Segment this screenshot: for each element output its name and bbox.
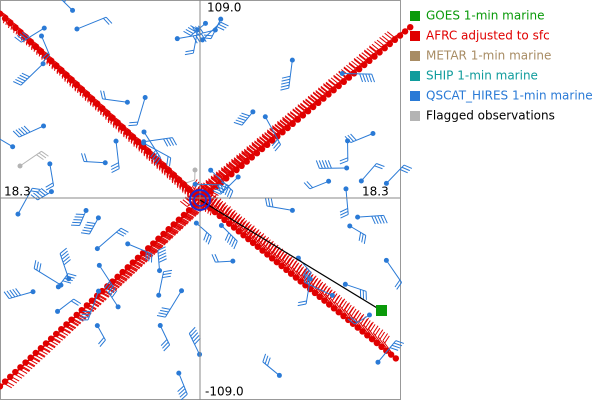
legend-swatch — [410, 91, 420, 101]
barb-dot — [193, 168, 198, 173]
barb-dot — [125, 241, 130, 246]
barb-feather — [307, 275, 308, 284]
barb-dot — [42, 26, 47, 31]
barb-dot — [10, 144, 15, 149]
barb-dot — [49, 189, 54, 194]
legend-label: SHIP 1-min marine — [426, 69, 538, 83]
barb-dot — [343, 282, 348, 287]
barb-dot — [103, 160, 108, 165]
legend-label: QSCAT_HIRES 1-min marine — [426, 89, 593, 103]
barb-dot — [156, 293, 161, 298]
barb-dot — [95, 246, 100, 251]
barb-dot — [407, 24, 413, 30]
barb-dot — [95, 323, 100, 328]
barb-dot — [213, 27, 218, 32]
barb-dot — [143, 95, 148, 100]
barb-dot — [41, 123, 46, 128]
barb-dot — [158, 323, 163, 328]
axis-label-bottom: -109.0 — [205, 385, 244, 399]
barb-dot — [230, 259, 235, 264]
legend-swatch — [410, 71, 420, 81]
axis-label-left: 18.3 — [4, 185, 31, 199]
barb-dot — [345, 138, 350, 143]
barb-dot — [393, 355, 399, 361]
barb-dot — [70, 8, 75, 13]
barb-dot — [250, 109, 255, 114]
barb-dot — [97, 263, 102, 268]
barb-dot — [347, 223, 352, 228]
barb-dot — [359, 178, 364, 183]
legend-swatch — [410, 11, 420, 21]
barb-dot — [55, 309, 60, 314]
barb-dot — [290, 208, 295, 213]
barb-dot — [47, 161, 52, 166]
barb-feather — [305, 274, 306, 283]
barb-dot — [219, 223, 224, 228]
barb-dot — [344, 165, 349, 170]
barb-dot — [141, 139, 146, 144]
legend-label: GOES 1-min marine — [426, 9, 544, 23]
barb-dot — [330, 293, 335, 298]
barb-dot — [125, 100, 130, 105]
barb-feather — [128, 125, 137, 126]
barb-dot — [96, 215, 101, 220]
barb-dot — [343, 186, 348, 191]
legend-label: Flagged observations — [426, 109, 555, 123]
barb-dot — [157, 268, 162, 273]
barb-dot — [355, 215, 360, 220]
legend-swatch — [410, 51, 420, 61]
barb-dot — [74, 27, 79, 32]
barb-dot — [39, 33, 44, 38]
barb-dot — [194, 221, 199, 226]
barb-dot — [263, 114, 268, 119]
barb-dot — [193, 182, 198, 187]
barb-dot — [384, 258, 389, 263]
barb-dot — [203, 21, 208, 26]
barb-dot — [58, 283, 63, 288]
legend-swatch — [410, 31, 420, 41]
barb-dot — [370, 131, 375, 136]
barb-dot — [326, 179, 331, 184]
barb-dot — [367, 312, 372, 317]
barb-dot — [175, 36, 180, 41]
barb-dot — [15, 212, 20, 217]
barb-dot — [114, 139, 119, 144]
barb-dot — [31, 289, 36, 294]
barb-dot — [375, 360, 380, 365]
barb-dot — [290, 58, 295, 63]
track-end-marker — [376, 305, 387, 316]
barb-dot — [236, 175, 241, 180]
legend-label: METAR 1-min marine — [426, 49, 551, 63]
axis-label-top: 109.0 — [207, 1, 241, 15]
legend-label: AFRC adjusted to sfc — [426, 29, 550, 43]
barb-feather — [129, 122, 138, 123]
barb-dot — [176, 371, 181, 376]
barb-dot — [18, 164, 23, 169]
legend-swatch — [410, 111, 420, 121]
barb-staff — [342, 74, 371, 75]
barb-dot — [179, 288, 184, 293]
barb-dot — [277, 373, 282, 378]
barb-staff — [195, 184, 221, 185]
barb-dot — [308, 276, 313, 281]
barb-dot — [41, 61, 46, 66]
barb-dot — [96, 289, 101, 294]
barb-dot — [84, 208, 89, 213]
barb-dot — [340, 71, 345, 76]
barb-dot — [208, 168, 213, 173]
barb-dot — [116, 304, 121, 309]
axis-label-right: 18.3 — [362, 185, 389, 199]
barb-dot — [142, 129, 147, 134]
barb-dot — [218, 17, 223, 22]
